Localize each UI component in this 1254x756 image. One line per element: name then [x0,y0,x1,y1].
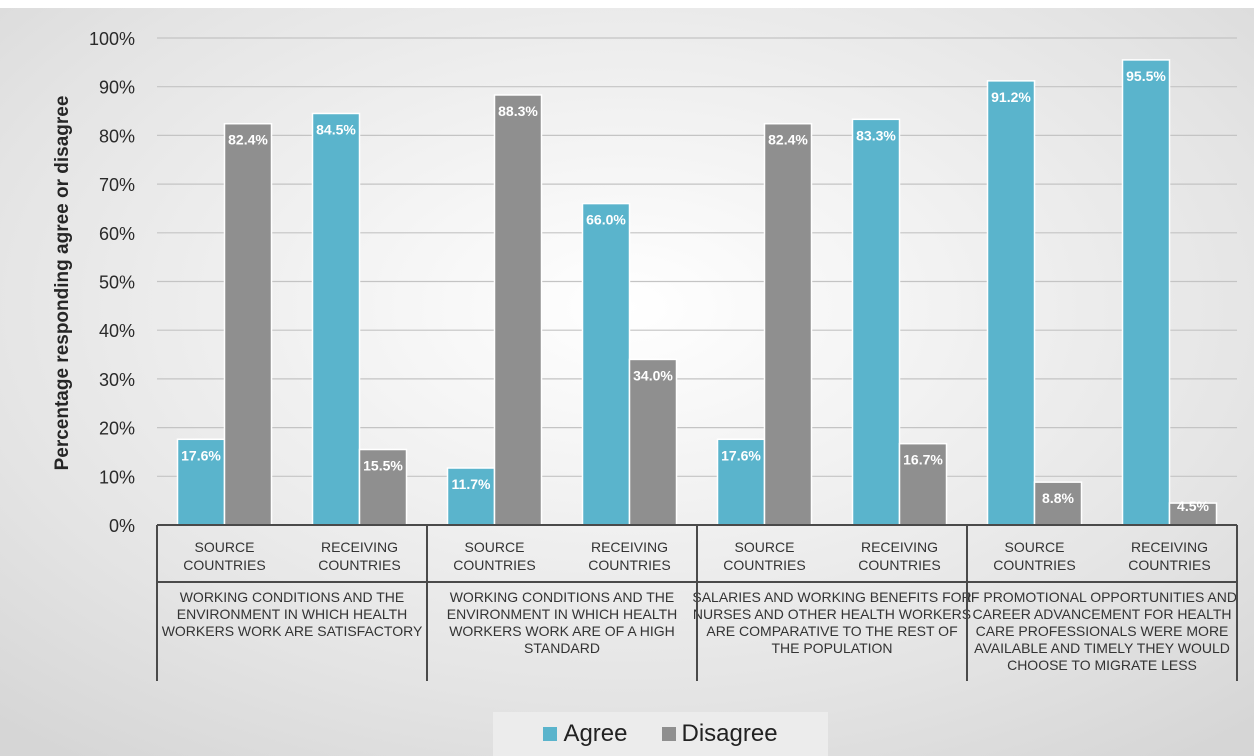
y-tick-label: 50% [99,273,135,293]
data-label-disagree: 4.5% [1177,498,1209,514]
bar-agree [581,202,631,526]
data-label-agree: 84.5% [316,121,356,137]
data-label-agree: 91.2% [991,89,1031,105]
x-group-label: CARE PROFESSIONALS WERE MORE [976,623,1229,639]
legend-swatch-agree [543,727,558,741]
y-axis-title: Percentage responding agree or disagree [52,96,73,471]
x-category-label: RECEIVING [1131,539,1208,555]
y-tick-label: 30% [99,370,135,390]
x-group-label: WORKING CONDITIONS AND THE [180,589,405,605]
x-group-label: AVAILABLE AND TIMELY THEY WOULD [974,640,1230,656]
y-tick-label: 20% [99,419,135,439]
data-label-disagree: 82.4% [228,132,268,148]
x-group-label: ENVIRONMENT IN WHICH HEALTH [177,606,408,622]
legend-label-agree: Agree [563,720,628,747]
x-category-label: COUNTRIES [993,557,1075,573]
x-group-label: CHOOSE TO MIGRATE LESS [1007,657,1197,673]
x-category-label: RECEIVING [321,539,398,555]
data-label-disagree: 88.3% [498,103,538,119]
y-tick-label: 10% [99,467,135,487]
data-label-disagree: 82.4% [768,132,808,148]
legend-label-disagree: Disagree [681,720,778,747]
x-group-label: WORKERS WORK ARE SATISFACTORY [162,623,423,639]
x-group-label: THE POPULATION [771,640,892,656]
bar-disagree [763,122,813,526]
x-category-label: COUNTRIES [723,557,805,573]
x-group-label: WORKERS WORK ARE OF A HIGH [449,623,675,639]
bar-disagree [493,94,543,526]
y-tick-label: 60% [99,224,135,244]
x-category-label: SOURCE [1005,539,1065,555]
x-group-label: IF PROMOTIONAL OPPORTUNITIES AND [967,589,1237,605]
legend-item-disagree: Disagree [661,720,778,748]
bar-agree [1121,59,1171,526]
bar-agree [851,118,901,526]
y-tick-label: 0% [109,516,135,536]
data-label-agree: 17.6% [181,447,221,463]
bar-disagree [1033,481,1083,526]
x-category-label: SOURCE [195,539,255,555]
legend: Agree Disagree [493,712,828,756]
x-group-label: ENVIRONMENT IN WHICH HEALTH [447,606,678,622]
bar-agree [986,80,1036,526]
x-group-label: SALARIES AND WORKING BENEFITS FOR [692,589,971,605]
y-axis: 0% 10% 20% 30% 40% 50% 60% 70% 80% 90% 100% [89,29,135,536]
x-category-label: COUNTRIES [858,557,940,573]
data-label-agree: 83.3% [856,127,896,143]
x-category-label: COUNTRIES [453,557,535,573]
data-label-agree: 17.6% [721,447,761,463]
x-category-label: COUNTRIES [1128,557,1210,573]
data-label-disagree: 15.5% [363,458,403,474]
data-label-agree: 95.5% [1126,68,1166,84]
x-category-label: COUNTRIES [318,557,400,573]
y-tick-label: 80% [99,126,135,146]
x-group-label: NURSES AND OTHER HEALTH WORKERS [693,606,971,622]
bar-disagree [223,122,273,526]
x-category-label: COUNTRIES [588,557,670,573]
x-group-label: CAREER ADVANCEMENT FOR HEALTH [972,606,1231,622]
bar-disagree [628,358,678,526]
x-group-label: ARE COMPARATIVE TO THE REST OF [706,623,957,639]
x-category-label: COUNTRIES [183,557,265,573]
y-tick-label: 70% [99,175,135,195]
y-tick-label: 90% [99,78,135,98]
x-category-label: RECEIVING [861,539,938,555]
bar-agree [311,112,361,526]
x-category-label: RECEIVING [591,539,668,555]
legend-swatch-disagree [661,727,676,741]
y-tick-label: 100% [89,29,135,49]
x-group-label: WORKING CONDITIONS AND THE [450,589,675,605]
data-label-disagree: 8.8% [1042,490,1074,506]
x-axis: SOURCE COUNTRIES RECEIVING COUNTRIES WORKING… [156,524,1238,681]
y-tick-label: 40% [99,321,135,341]
data-label-agree: 66.0% [586,212,626,228]
bar-disagree [898,442,948,526]
x-category-label: SOURCE [465,539,525,555]
data-label-disagree: 16.7% [903,452,943,468]
legend-item-agree: Agree [543,720,628,748]
data-label-agree: 11.7% [452,476,491,492]
x-group-label: STANDARD [524,640,600,656]
x-category-label: SOURCE [735,539,795,555]
data-label-disagree: 34.0% [633,367,673,383]
